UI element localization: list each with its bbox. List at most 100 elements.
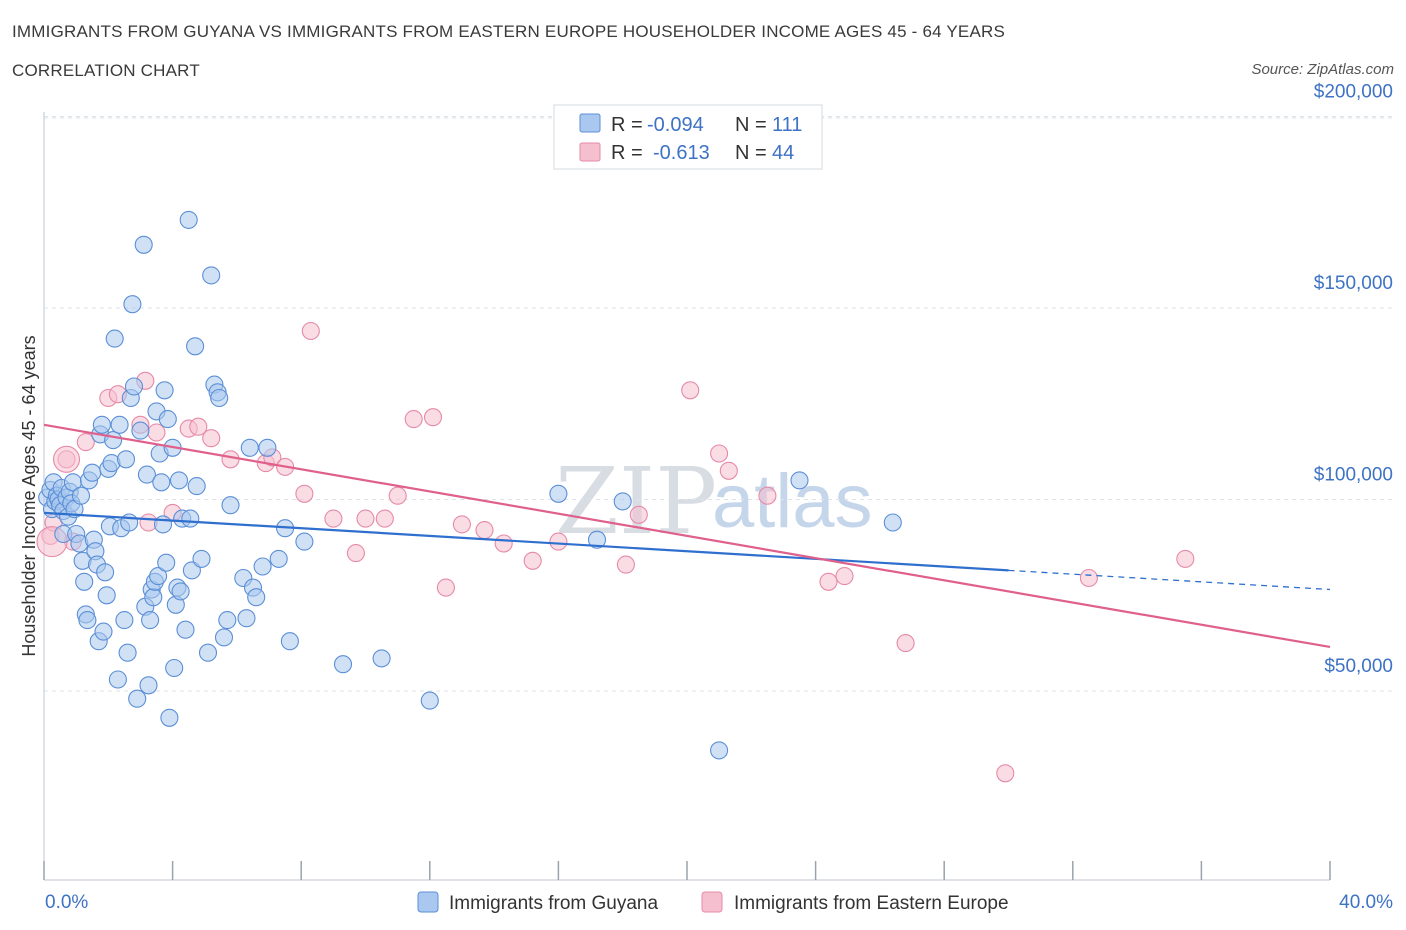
guyana-point (218, 611, 237, 630)
guyana-point (160, 708, 179, 727)
guyana-point (83, 463, 102, 482)
guyana-point (790, 471, 809, 490)
guyana-point (104, 431, 123, 450)
guyana-point (123, 295, 142, 314)
guyana-point (198, 643, 218, 662)
y-tick-labels: $50,000 $100,000 $150,000 $200,000 (1314, 82, 1393, 678)
guyana-point (253, 557, 272, 576)
eeurope-point (1079, 568, 1098, 588)
guyana-point (153, 515, 173, 534)
guyana-point (181, 509, 200, 528)
guyana-point (139, 676, 158, 695)
eeurope-point (346, 544, 365, 563)
guyana-point (883, 513, 902, 532)
eeurope-point (202, 429, 221, 448)
eeurope-point (452, 515, 471, 534)
bottom-legend-label-eeurope: Immigrants from Eastern Europe (734, 893, 1009, 914)
grid-lines (44, 116, 1393, 692)
guyana-point (186, 337, 205, 356)
legend-n-label-eeurope: N = (735, 142, 767, 164)
trend-line-guyana-extension (1008, 569, 1331, 591)
guyana-point (214, 628, 234, 647)
eeurope-point (475, 521, 494, 540)
x-ticks (43, 861, 1331, 880)
trend-line-guyana (43, 511, 1009, 572)
watermark-zip: ZIP (555, 448, 717, 555)
guyana-point (118, 643, 137, 662)
legend-r-value-guyana: -0.094 (647, 114, 704, 136)
y-tick-label: $50,000 (1324, 656, 1393, 677)
guyana-point (176, 620, 195, 639)
x-tick-label-min: 0.0% (45, 892, 88, 913)
guyana-point (587, 530, 607, 549)
guyana-point (144, 588, 163, 607)
eeurope-point (996, 764, 1015, 783)
guyana-point (128, 689, 147, 708)
guyana-point (372, 649, 391, 668)
guyana-point (269, 549, 288, 568)
guyana-point (152, 473, 171, 492)
guyana-point (165, 658, 184, 678)
eeurope-point (549, 532, 568, 551)
watermark-atlas: atlas (712, 459, 873, 544)
guyana-point (179, 210, 198, 229)
eeurope-point (147, 423, 166, 442)
eeurope-point (76, 433, 95, 452)
guyana-point (169, 471, 189, 490)
eeurope-point (295, 484, 314, 503)
eeurope-point (324, 509, 343, 528)
eeurope-point (221, 450, 240, 469)
bottom-legend-swatch-guyana (417, 891, 439, 913)
guyana-point (134, 235, 153, 254)
watermark: ZIP atlas (555, 448, 873, 555)
guyana-point (192, 549, 211, 568)
trend-lines (43, 423, 1331, 649)
legend-n-value-eeurope: 44 (772, 142, 794, 164)
guyana-point (221, 496, 240, 515)
eeurope-point (388, 486, 407, 505)
guyana-point (116, 450, 136, 469)
eeurope-point (404, 410, 423, 429)
legend-swatch-eeurope (579, 142, 601, 162)
legend-n-value-guyana: 111 (772, 114, 802, 136)
guyana-point (210, 388, 229, 408)
guyana-point (187, 477, 206, 496)
guyana-point (420, 691, 439, 710)
guyana-point (115, 611, 134, 630)
eeurope-point (436, 578, 455, 597)
y-tick-label: $150,000 (1314, 273, 1393, 294)
guyana-point (247, 588, 266, 607)
guyana-point (137, 465, 156, 484)
eeurope-point (494, 534, 513, 553)
eeurope-point (301, 321, 320, 341)
eeurope-point (819, 572, 838, 591)
series-guyana (38, 210, 902, 760)
guyana-point (110, 415, 129, 434)
eeurope-point (681, 381, 700, 400)
eeurope-point (629, 505, 648, 524)
legend-swatch-guyana (579, 113, 601, 133)
guyana-point (158, 410, 177, 429)
chart-subtitle: CORRELATION CHART (12, 61, 200, 80)
bottom-legend-label-guyana: Immigrants from Guyana (449, 893, 658, 914)
eeurope-point (189, 417, 208, 436)
guyana-point (171, 582, 190, 601)
guyana-point (71, 486, 91, 505)
eeurope-point (375, 509, 394, 528)
eeurope-point-large (52, 445, 81, 473)
guyana-point (240, 438, 259, 457)
eeurope-point (523, 551, 542, 570)
guyana-point (333, 655, 353, 674)
bottom-legend-swatch-eeurope (701, 891, 723, 913)
eeurope-point (758, 486, 777, 505)
guyana-point (295, 532, 314, 551)
guyana-point (613, 492, 632, 511)
eeurope-point (1176, 549, 1195, 568)
guyana-point (157, 553, 176, 572)
legend-n-label-guyana: N = (735, 114, 767, 136)
stats-legend: R = -0.094 N = 111 R = -0.613 N = 44 (553, 104, 823, 170)
guyana-point (258, 438, 277, 457)
guyana-point (124, 377, 144, 396)
y-tick-label: $200,000 (1314, 82, 1393, 103)
